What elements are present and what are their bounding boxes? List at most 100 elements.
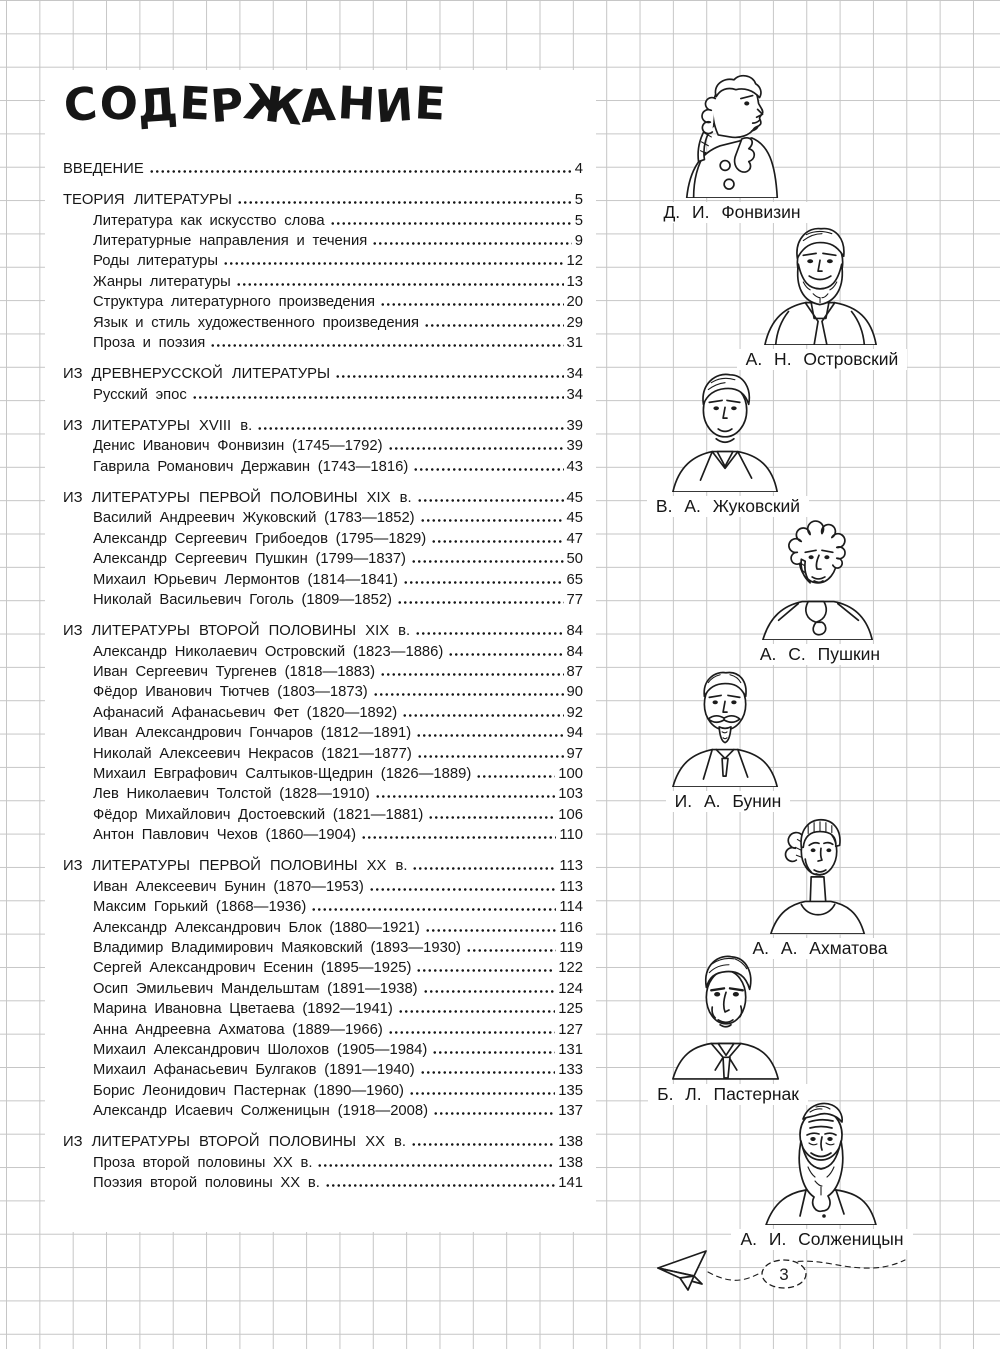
toc-item-row: Иван Сергеевич Тургенев (1818—1883) 87 — [63, 662, 583, 682]
toc-entry-label: ТЕОРИЯ ЛИТЕРАТУРЫ — [63, 192, 232, 209]
toc-item-row: Максим Горький (1868—1936) 114 — [63, 897, 583, 917]
toc-item-row: Михаил Александрович Шолохов (1905—1984)… — [63, 1040, 583, 1060]
toc-section: ИЗ ДРЕВНЕРУССКОЙ ЛИТЕРАТУРЫ 34 Русский эпо… — [63, 364, 583, 405]
toc-section-row: ТЕОРИЯ ЛИТЕРАТУРЫ 5 — [63, 190, 583, 210]
dot-leader — [448, 650, 564, 656]
toc-entry-label: Василий Андреевич Жуковский (1783—1852) — [93, 510, 415, 527]
portrait-akhmatova: А. А. Ахматова — [710, 802, 930, 959]
toc-entry-page: 110 — [559, 827, 583, 844]
toc-item-row: Русский эпос 34 — [63, 385, 583, 405]
toc-entry-label: Афанасий Афанасьевич Фет (1820—1892) — [93, 704, 398, 721]
toc-item-row: Василий Андреевич Жуковский (1783—1852) 4… — [63, 508, 583, 528]
toc-entry-label: Иван Сергеевич Тургенев (1818—1883) — [93, 664, 376, 681]
toc-item-row: Афанасий Афанасьевич Фет (1820—1892) 92 — [63, 703, 583, 723]
toc-section-row: ИЗ ДРЕВНЕРУССКОЙ ЛИТЕРАТУРЫ 34 — [63, 364, 583, 384]
dot-leader — [416, 752, 564, 758]
dot-leader — [431, 537, 564, 543]
toc-entry-page: 90 — [566, 684, 583, 701]
toc-item-row: Александр Сергеевич Пушкин (1799—1837) 50 — [63, 549, 583, 569]
toc-entry-page: 34 — [566, 366, 583, 383]
toc-entry-label: Владимир Владимирович Маяковский (1893—1… — [93, 940, 461, 957]
toc-entry-label: Иван Александрович Гончаров (1812—1891) — [93, 725, 412, 742]
toc-entry-label: ВВЕДЕНИЕ — [63, 161, 144, 177]
toc-entry-label: Александр Сергеевич Пушкин (1799—1837) — [93, 551, 406, 568]
dot-leader — [236, 199, 572, 205]
toc-entry-label: Проза второй половины XX в. — [93, 1154, 313, 1171]
toc-entries: ВВЕДЕНИЕ 4 ТЕОРИЯ ЛИТЕРАТУРЫ 5 Литература ка… — [63, 159, 583, 1194]
toc-entry-page: 125 — [558, 1001, 583, 1018]
toc-section-row: ИЗ ЛИТЕРАТУРЫ ПЕРВОЙ ПОЛОВИНЫ XIX в. 45 — [63, 488, 583, 508]
toc-item-row: Литературные направления и течения 9 — [63, 231, 583, 251]
toc-item-row: Антон Павлович Чехов (1860—1904) 110 — [63, 825, 583, 845]
paper-airplane-icon — [657, 1250, 707, 1291]
toc-section: ИЗ ЛИТЕРАТУРЫ ВТОРОЙ ПОЛОВИНЫ XIX в. 84 Ал… — [63, 621, 583, 845]
toc-section-row: ИЗ ЛИТЕРАТУРЫ XVIII в. 39 — [63, 416, 583, 436]
toc-entry-label: Борис Леонидович Пастернак (1890—1960) — [93, 1082, 404, 1099]
toc-entry-page: 138 — [558, 1134, 583, 1151]
toc-item-row: Язык и стиль художественного произведени… — [63, 313, 583, 333]
portrait-caption-solzhenitsyn: А. И. Солженицын — [731, 1229, 913, 1250]
dot-leader — [235, 280, 564, 286]
toc-entry-label: ИЗ ЛИТЕРАТУРЫ XVIII в. — [63, 417, 253, 434]
toc-item-row: Борис Леонидович Пастернак (1890—1960) 13… — [63, 1081, 583, 1101]
toc-entry-label: Поэзия второй половины XX в. — [93, 1175, 320, 1192]
dot-leader — [402, 578, 564, 584]
portrait-fonvizin: Д. И. Фонвизин — [622, 66, 842, 223]
toc-item-row: Николай Васильевич Гоголь (1809—1852) 77 — [63, 590, 583, 610]
toc-entry-page: 87 — [566, 664, 583, 681]
portrait-caption-bunin: И. А. Бунин — [665, 791, 791, 812]
toc-entry-label: Михаил Александрович Шолохов (1905—1984) — [93, 1041, 428, 1058]
toc-entry-page: 47 — [566, 530, 583, 547]
dot-leader — [311, 906, 557, 912]
dot-leader — [372, 691, 564, 697]
toc-entry-label: Литературные направления и течения — [93, 233, 368, 250]
dot-leader — [433, 1110, 556, 1116]
toc-entry-label: Роды литературы — [93, 253, 219, 270]
toc-item-row: Марина Ивановна Цветаева (1892—1941) 125 — [63, 999, 583, 1019]
dot-leader — [419, 1069, 556, 1075]
dot-leader — [397, 598, 564, 604]
toc-entry-page: 39 — [566, 438, 583, 455]
fonvizin-illustration — [685, 74, 779, 198]
toc-entry-page: 31 — [566, 335, 583, 352]
toc-section: ТЕОРИЯ ЛИТЕРАТУРЫ 5 Литература как искусст… — [63, 190, 583, 353]
toc-entry-label: Язык и стиль художественного произведени… — [93, 314, 420, 331]
dot-leader — [380, 301, 564, 307]
toc-item-row: Николай Алексеевич Некрасов (1821—1877) 9… — [63, 744, 583, 764]
toc-entry-label: Александр Сергеевич Грибоедов (1795—1829… — [93, 530, 427, 547]
pushkin-illustration — [762, 520, 874, 640]
toc-section: ИЗ ЛИТЕРАТУРЫ ПЕРВОЙ ПОЛОВИНЫ XX в. 113 Ив… — [63, 856, 583, 1121]
toc-entry-page: 77 — [566, 591, 583, 608]
page-number-bubble — [761, 1259, 807, 1289]
toc-entry-page: 4 — [574, 161, 583, 177]
toc-item-row: Иван Алексеевич Бунин (1870—1953) 113 — [63, 877, 583, 897]
dot-leader — [422, 987, 556, 993]
toc-item-row: Фёдор Иванович Тютчев (1803—1873) 90 — [63, 682, 583, 702]
dot-leader — [257, 424, 564, 430]
toc-section: ИЗ ЛИТЕРАТУРЫ ПЕРВОЙ ПОЛОВИНЫ XIX в. 45 Ва… — [63, 488, 583, 610]
toc-entry-label: Русский эпос — [93, 386, 187, 403]
portrait-caption-pasternak: Б. Л. Пастернак — [648, 1084, 808, 1105]
dot-leader — [476, 773, 556, 778]
toc-section: ИЗ ЛИТЕРАТУРЫ XVIII в. 39 Денис Иванович Ф… — [63, 416, 583, 477]
dot-leader — [410, 558, 564, 564]
toc-item-row: Структура литературного произведения 20 — [63, 292, 583, 312]
toc-entry-page: 137 — [558, 1103, 583, 1120]
dot-leader — [210, 342, 564, 348]
toc-section-row: ВВЕДЕНИЕ 4 — [63, 159, 583, 179]
dot-leader — [424, 321, 564, 327]
portrait-bunin: И. А. Бунин — [618, 655, 838, 812]
toc-entry-page: 84 — [566, 643, 583, 660]
dot-leader — [432, 1048, 556, 1054]
toc-item-row: Михаил Евграфович Салтыков-Щедрин (1826—… — [63, 764, 583, 784]
toc-entry-page: 113 — [559, 878, 583, 895]
toc-entry-page: 106 — [558, 806, 583, 823]
toc-item-row: Анна Андреевна Ахматова (1889—1966) 127 — [63, 1020, 583, 1040]
toc-entry-page: 94 — [566, 725, 583, 742]
toc-entry-label: Фёдор Иванович Тютчев (1803—1873) — [93, 684, 368, 701]
toc-entry-label: Николай Алексеевич Некрасов (1821—1877) — [93, 745, 412, 762]
toc-item-row: Денис Иванович Фонвизин (1745—1792) 39 — [63, 436, 583, 456]
toc-entry-label: Структура литературного произведения — [93, 294, 376, 311]
dot-leader — [361, 834, 557, 840]
dot-leader — [223, 260, 564, 266]
